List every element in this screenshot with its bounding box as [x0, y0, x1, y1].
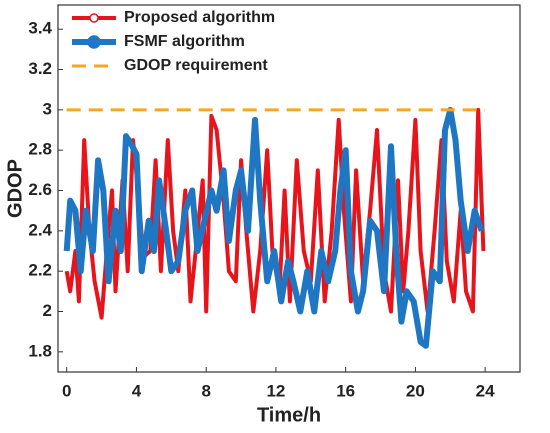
legend-label: FSMF algorithm [124, 33, 245, 50]
x-tick-label: 8 [201, 381, 210, 400]
x-tick-label: 0 [62, 381, 71, 400]
y-tick-label: 3 [43, 99, 52, 118]
y-tick-label: 2 [43, 301, 52, 320]
x-axis-label: Time/h [257, 404, 321, 426]
x-tick-label: 20 [406, 381, 425, 400]
legend-marker [89, 13, 99, 23]
legend-label: Proposed algorithm [124, 9, 275, 26]
y-tick-label: 2.2 [28, 261, 52, 280]
legend-marker [87, 35, 101, 49]
y-tick-label: 2.8 [28, 140, 52, 159]
y-tick-label: 2.6 [28, 180, 52, 199]
y-tick-label: 1.8 [28, 341, 52, 360]
x-tick-label: 16 [336, 381, 355, 400]
x-tick-label: 4 [132, 381, 142, 400]
y-tick-label: 3.4 [28, 19, 52, 38]
y-axis-label: GDOP [4, 159, 26, 218]
y-tick-label: 3.2 [28, 59, 52, 78]
series-line [64, 107, 486, 320]
x-tick-label: 24 [476, 381, 495, 400]
y-tick-label: 2.4 [28, 220, 52, 239]
series-line [63, 106, 485, 349]
x-tick-label: 12 [266, 381, 285, 400]
legend-label: GDOP requirement [124, 57, 268, 74]
